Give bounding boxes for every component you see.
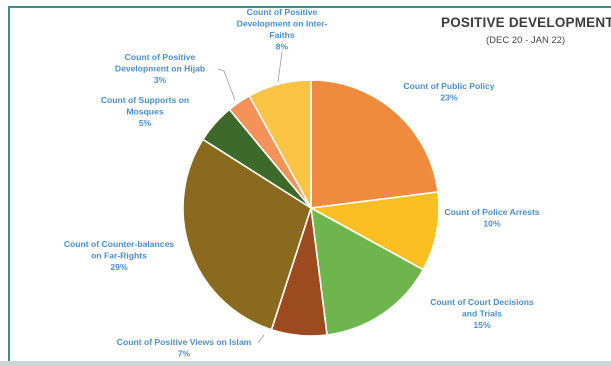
leader-line-count-of-positive-development-on-inter-faiths: [277, 51, 283, 83]
slice-label-count-of-court-decisions-and-trials: Count of Court Decisions and Trials 15%: [430, 297, 534, 330]
pie-slices: [182, 79, 440, 337]
chart-title: POSITIVE DEVELOPMENT: [441, 15, 611, 30]
pie-slice-count-of-public-policy: [310, 79, 439, 209]
frame-border-top: [8, 6, 611, 8]
leader-lines: [217, 51, 283, 344]
leader-line-count-of-positive-development-on-hijab: [217, 68, 236, 101]
frame-border-bottom: [0, 361, 611, 365]
pie-slice-count-of-police-arrests: [308, 191, 440, 271]
frame-border-left: [8, 6, 10, 365]
chart-subtitle: (DEC 20 - JAN 22): [486, 35, 565, 46]
leader-line-count-of-positive-views-on-islam: [257, 334, 265, 344]
slice-label-count-of-police-arrests: Count of Police Arrests 10%: [444, 207, 539, 229]
slice-label-count-of-supports-on-mosques: Count of Supports on Mosques 5%: [101, 95, 189, 128]
pie-slice-count-of-positive-development-on-inter-faiths: [248, 79, 312, 209]
slice-label-count-of-counter-balances-on-far-rights: Count of Counter-balances on Far-Rights 29…: [64, 239, 175, 272]
slice-labels: Count of Public Policy 23% Count of Police…: [64, 7, 540, 359]
pie-slice-count-of-counter-balances-on-far-rights: [182, 138, 312, 331]
slice-label-count-of-positive-development-on-inter-faiths: Count of Positive Development on Inter-Fa…: [237, 7, 328, 52]
slice-label-count-of-positive-development-on-hijab: Count of Positive Development on Hijab 3%: [115, 52, 205, 85]
slice-label-count-of-public-policy: Count of Public Policy 23%: [403, 81, 494, 103]
slice-label-count-of-positive-views-on-islam: Count of Positive Views on Islam 7%: [117, 337, 252, 359]
pie-slice-count-of-court-decisions-and-trials: [310, 206, 425, 336]
